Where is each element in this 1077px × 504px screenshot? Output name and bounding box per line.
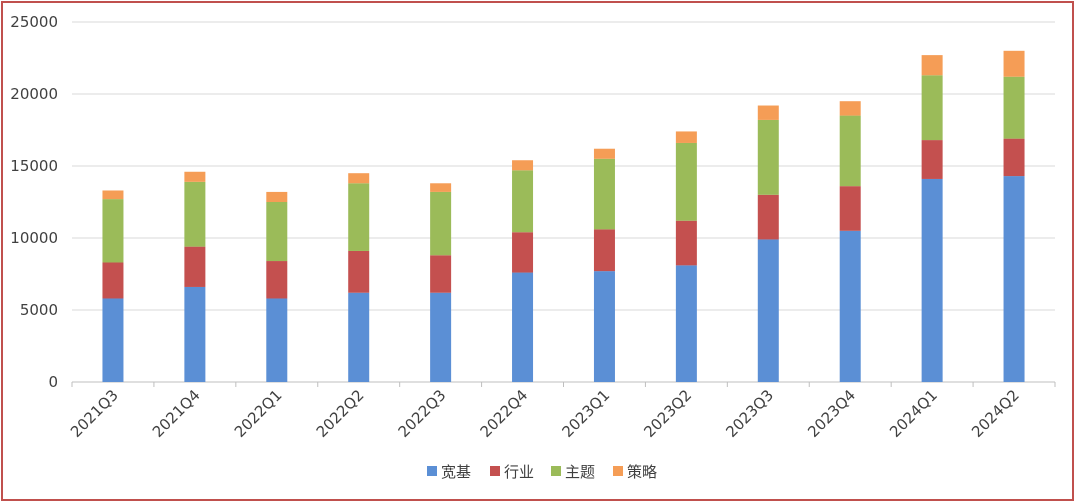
- bar-segment: [266, 191, 288, 202]
- y-tick-label: 15000: [10, 157, 58, 175]
- bar-segment: [102, 298, 124, 382]
- bar-segment: [348, 292, 370, 382]
- legend-swatch: [490, 466, 500, 476]
- bar-segment: [1003, 50, 1025, 77]
- bar-segment: [593, 158, 615, 230]
- x-tick-label: 2022Q3: [395, 386, 450, 441]
- gridlines: [72, 21, 1055, 383]
- bar-segment: [184, 246, 206, 287]
- bar-segment: [675, 265, 697, 382]
- bar-segment: [839, 230, 861, 382]
- bar-segment: [593, 271, 615, 382]
- legend-swatch: [613, 466, 623, 476]
- bar-segment: [102, 199, 124, 263]
- x-tick-label: 2023Q2: [640, 386, 695, 441]
- x-tick-label: 2021Q3: [67, 386, 122, 441]
- bar-segment: [184, 286, 206, 382]
- legend-swatch: [427, 466, 437, 476]
- bar-segment: [512, 170, 534, 233]
- bar-segment: [266, 202, 288, 262]
- legend-label: 行业: [504, 463, 534, 481]
- bar-segment: [839, 115, 861, 187]
- bar-segment: [1003, 76, 1025, 139]
- bar-segment: [512, 232, 534, 273]
- bar-segment: [348, 250, 370, 293]
- x-tick-label: 2023Q1: [558, 386, 613, 441]
- bar-segment: [757, 105, 779, 120]
- bar-segment: [430, 292, 452, 382]
- bar-segment: [757, 239, 779, 382]
- bar-segment: [757, 119, 779, 195]
- bar-segment: [430, 183, 452, 192]
- x-tick-label: 2022Q4: [477, 386, 532, 441]
- x-tick-label: 2022Q1: [231, 386, 286, 441]
- y-axis-ticks: 0 5000 10000 15000 20000 25000: [10, 13, 58, 391]
- bar-segment: [593, 148, 615, 159]
- bars: [102, 50, 1025, 382]
- y-tick-label: 20000: [10, 85, 58, 103]
- x-tick-label: 2024Q1: [886, 386, 941, 441]
- x-tick-label: 2023Q3: [722, 386, 777, 441]
- bar-segment: [348, 173, 370, 184]
- bar-segment: [675, 142, 697, 221]
- bar-segment: [921, 140, 943, 179]
- bar-segment: [839, 186, 861, 231]
- y-tick-label: 5000: [20, 301, 58, 319]
- bar-segment: [1003, 138, 1025, 177]
- bar-segment: [512, 272, 534, 382]
- x-tick-label: 2023Q4: [804, 386, 859, 441]
- bar-segment: [921, 55, 943, 76]
- bar-segment: [266, 261, 288, 299]
- bar-segment: [593, 229, 615, 272]
- bar-segment: [184, 181, 206, 247]
- legend-swatch: [551, 466, 561, 476]
- bar-segment: [184, 171, 206, 182]
- bar-segment: [430, 191, 452, 256]
- bar-segment: [921, 75, 943, 141]
- legend-label: 主题: [565, 463, 595, 481]
- bar-segment: [757, 194, 779, 240]
- legend-label: 策略: [627, 463, 657, 481]
- bar-segment: [512, 160, 534, 171]
- legend: 宽基 行业 主题 策略: [427, 463, 657, 481]
- x-tick-label: 2022Q2: [313, 386, 368, 441]
- y-tick-label: 25000: [10, 13, 58, 31]
- bar-segment: [675, 220, 697, 266]
- y-tick-label: 0: [48, 373, 58, 391]
- bar-segment: [1003, 176, 1025, 382]
- bar-segment: [675, 131, 697, 143]
- x-tick-label: 2021Q4: [149, 386, 204, 441]
- bar-segment: [348, 183, 370, 251]
- bar-segment: [102, 190, 124, 200]
- bar-segment: [839, 101, 861, 116]
- bar-segment: [102, 262, 124, 299]
- bar-segment: [266, 298, 288, 382]
- y-tick-label: 10000: [10, 229, 58, 247]
- x-tick-label: 2024Q2: [968, 386, 1023, 441]
- bar-segment: [921, 178, 943, 382]
- bar-segment: [430, 255, 452, 293]
- x-axis-ticks: 2021Q3 2021Q4 2022Q1 2022Q2 2022Q3 2022Q4 2023…: [67, 382, 1056, 441]
- legend-label: 宽基: [441, 463, 471, 481]
